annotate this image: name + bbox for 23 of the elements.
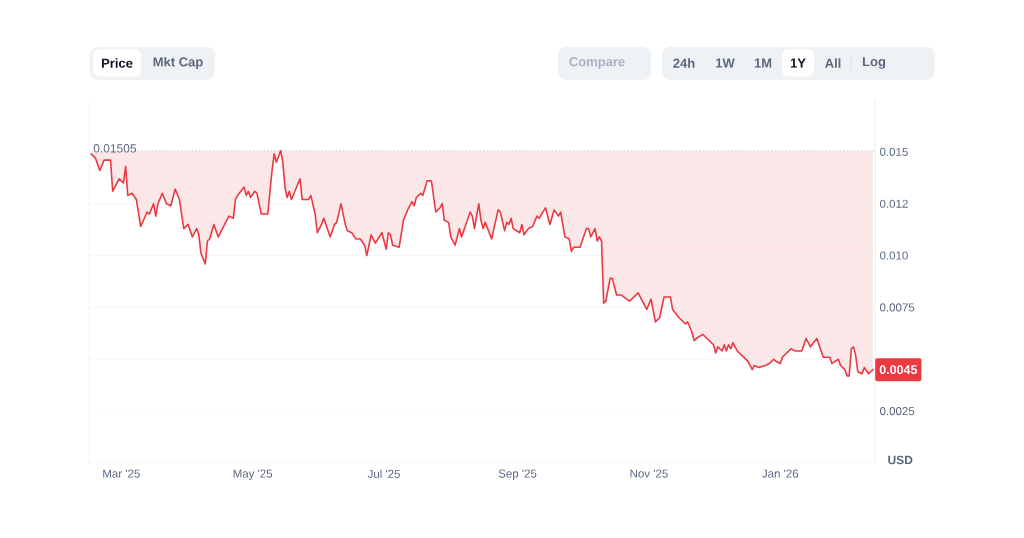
y-axis-title: USD [888,455,913,465]
text: All [825,58,841,68]
text: 24h [673,58,695,68]
y-tick-label: 0.0075 [879,303,915,312]
y-tick-label: 0.010 [879,251,908,260]
x-tick-label: Jan '26 [762,469,799,478]
x-tick-label: May '25 [233,469,273,480]
x-tick-label: Sep '25 [498,469,537,480]
y-tick-label: 0.0025 [879,407,915,416]
text: 1W [716,58,735,68]
text: Log [862,57,886,69]
text: Mkt Cap [153,56,203,70]
x-tick-label: Mar '25 [103,469,140,478]
text: 1Y [790,58,806,68]
y-tick-label: 0.012 [879,199,908,208]
x-tick-label: Jul '25 [367,469,400,478]
text: 0.0045 [879,365,918,375]
text: Price [101,58,133,68]
text: 1M [754,58,772,68]
x-tick-label: Nov '25 [630,469,668,478]
y-tick-label: 0.015 [879,147,908,156]
ref-line-label: 0.01505 [93,144,137,153]
text: Compare [569,57,625,69]
